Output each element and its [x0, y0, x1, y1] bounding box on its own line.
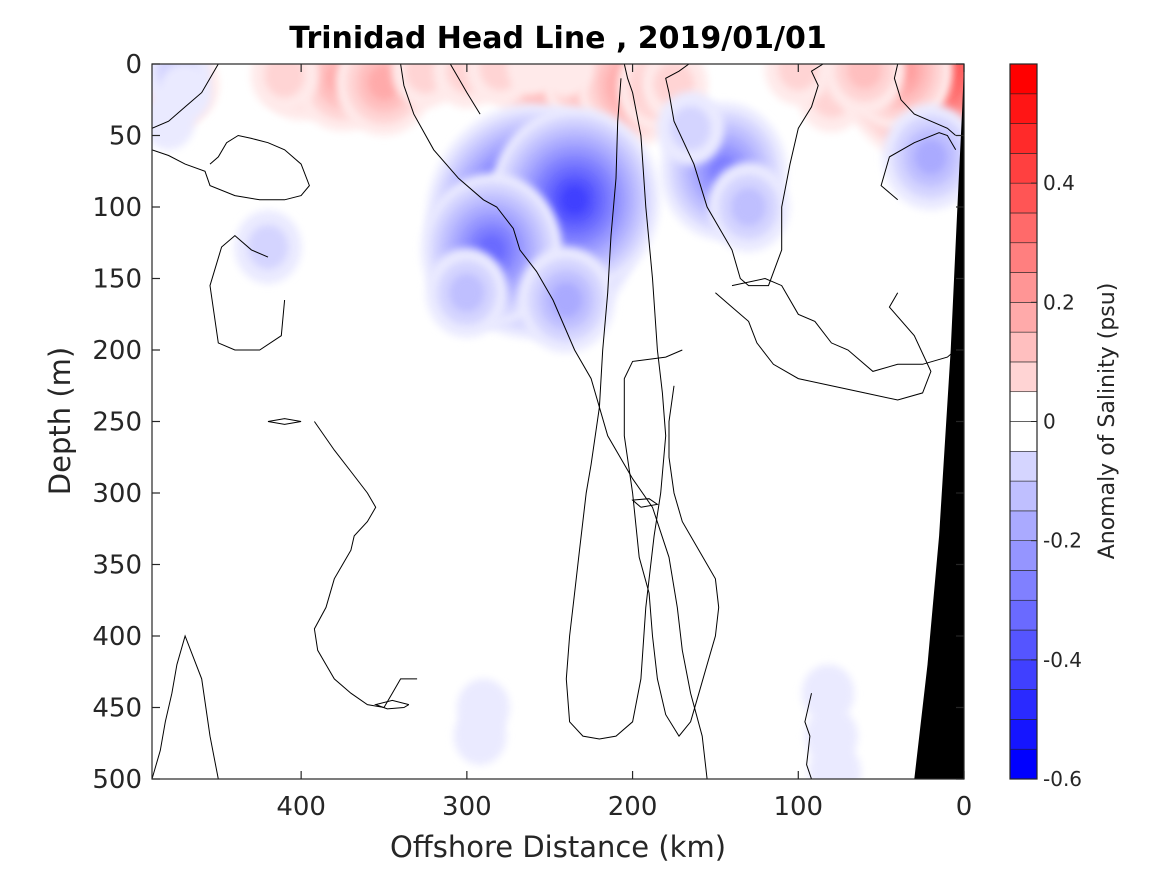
- colorbar-segment: [1009, 450, 1038, 482]
- zero-contour-line: [715, 292, 932, 401]
- colorbar-tick-label: -0.6: [1043, 767, 1082, 791]
- zero-contour-line: [267, 418, 302, 425]
- zero-contour-line: [631, 498, 659, 508]
- y-tick-label: 150: [92, 265, 142, 295]
- colorbar-segment: [1009, 93, 1038, 124]
- y-tick-label: 200: [92, 336, 142, 366]
- y-tick-label: 0: [125, 50, 142, 80]
- colorbar-tick-label: -0.2: [1043, 529, 1082, 553]
- colorbar-segment: [1009, 63, 1038, 95]
- colorbar-segment: [1009, 272, 1038, 303]
- zero-contour-line: [623, 349, 720, 737]
- zero-contour-line: [893, 64, 957, 136]
- colorbar-segment: [1009, 302, 1038, 333]
- colorbar-segment: [1009, 510, 1038, 541]
- colorbar-segment: [1009, 123, 1038, 154]
- x-tick-label: 400: [276, 792, 326, 822]
- y-tick-label: 100: [92, 193, 142, 223]
- zero-contour-line: [665, 64, 824, 287]
- anomaly-blob: [808, 743, 861, 779]
- zero-contour-line: [565, 64, 667, 740]
- anomaly-blob: [449, 273, 485, 313]
- colorbar-segment: [1009, 212, 1038, 244]
- zero-contour-line: [209, 234, 286, 351]
- anomaly-blob: [540, 64, 593, 98]
- anomaly-blob: [670, 106, 711, 151]
- colorbar-segment: [1009, 540, 1038, 571]
- x-axis-ticks: 400 300 200 100 0: [276, 64, 972, 822]
- zero-contour-line: [804, 693, 812, 779]
- colorbar-segment: [1009, 391, 1038, 422]
- colorbar-tick-label: -0.4: [1043, 648, 1082, 672]
- zero-contour-line: [400, 64, 708, 779]
- y-tick-label: 250: [92, 408, 142, 438]
- anomaly-blob: [453, 707, 507, 765]
- y-tick-label: 300: [92, 479, 142, 509]
- y-tick-label: 50: [109, 122, 142, 152]
- colorbar-tick-label: 0: [1043, 410, 1056, 434]
- anomaly-blob: [158, 64, 212, 122]
- colorbar-segment: [1009, 689, 1038, 720]
- anomaly-field: [152, 64, 964, 779]
- y-tick-label: 350: [92, 551, 142, 581]
- colorbar-segment: [1009, 182, 1038, 214]
- colorbar: [1009, 63, 1038, 780]
- x-tick-label: 0: [956, 792, 973, 822]
- anomaly-blob: [914, 139, 947, 175]
- x-tick-label: 100: [773, 792, 823, 822]
- anomaly-blob: [561, 185, 589, 215]
- x-tick-label: 200: [608, 792, 658, 822]
- anomaly-blob: [550, 282, 583, 318]
- seafloor-mask: [914, 64, 964, 779]
- anomaly-blob: [731, 187, 767, 227]
- colorbar-segment: [1009, 421, 1038, 452]
- colorbar-segment: [1009, 659, 1038, 690]
- colorbar-ticks: 0.4 0.2 0 -0.2 -0.4 -0.6: [1031, 171, 1082, 791]
- colorbar-segment: [1009, 629, 1038, 661]
- colorbar-segment: [1009, 599, 1038, 631]
- zero-contour-line: [880, 132, 957, 201]
- colorbar-segment: [1009, 748, 1038, 780]
- anomaly-blob: [264, 64, 305, 98]
- y-tick-label: 400: [92, 622, 142, 652]
- colorbar-tick-label: 0.2: [1043, 290, 1075, 314]
- anomaly-blob: [801, 664, 855, 722]
- y-axis-ticks: 0 50 100 150 200 250 300 350 400 450 500: [92, 50, 964, 795]
- zero-contours: [152, 64, 957, 779]
- colorbar-segment: [1009, 242, 1038, 273]
- anomaly-blob: [778, 64, 819, 91]
- x-axis-label: Offshore Distance (km): [390, 830, 726, 864]
- colorbar-segment: [1009, 361, 1038, 393]
- y-tick-label: 450: [92, 694, 142, 724]
- y-axis-label: Depth (m): [43, 347, 77, 495]
- colorbar-segment: [1009, 331, 1038, 363]
- chart-title: Trinidad Head Line , 2019/01/01: [289, 21, 826, 56]
- colorbar-segment: [1009, 570, 1038, 601]
- anomaly-blob: [247, 224, 289, 270]
- colorbar-label: Anomaly of Salinity (psu): [1095, 283, 1120, 560]
- colorbar-segment: [1009, 480, 1038, 512]
- x-tick-label: 300: [442, 792, 492, 822]
- zero-contour-line: [152, 634, 219, 779]
- zero-contour-line: [313, 421, 418, 709]
- bathymetry: [914, 64, 964, 779]
- zero-contour-line: [152, 134, 310, 201]
- zero-contour-line: [152, 64, 219, 129]
- zero-contour-line: [449, 64, 481, 115]
- y-tick-label: 500: [92, 765, 142, 795]
- colorbar-tick-label: 0.4: [1043, 171, 1075, 195]
- anomaly-blob: [847, 64, 883, 89]
- colorbar-segment: [1009, 719, 1038, 750]
- zero-contour-line: [374, 699, 410, 710]
- colorbar-segment: [1009, 153, 1038, 184]
